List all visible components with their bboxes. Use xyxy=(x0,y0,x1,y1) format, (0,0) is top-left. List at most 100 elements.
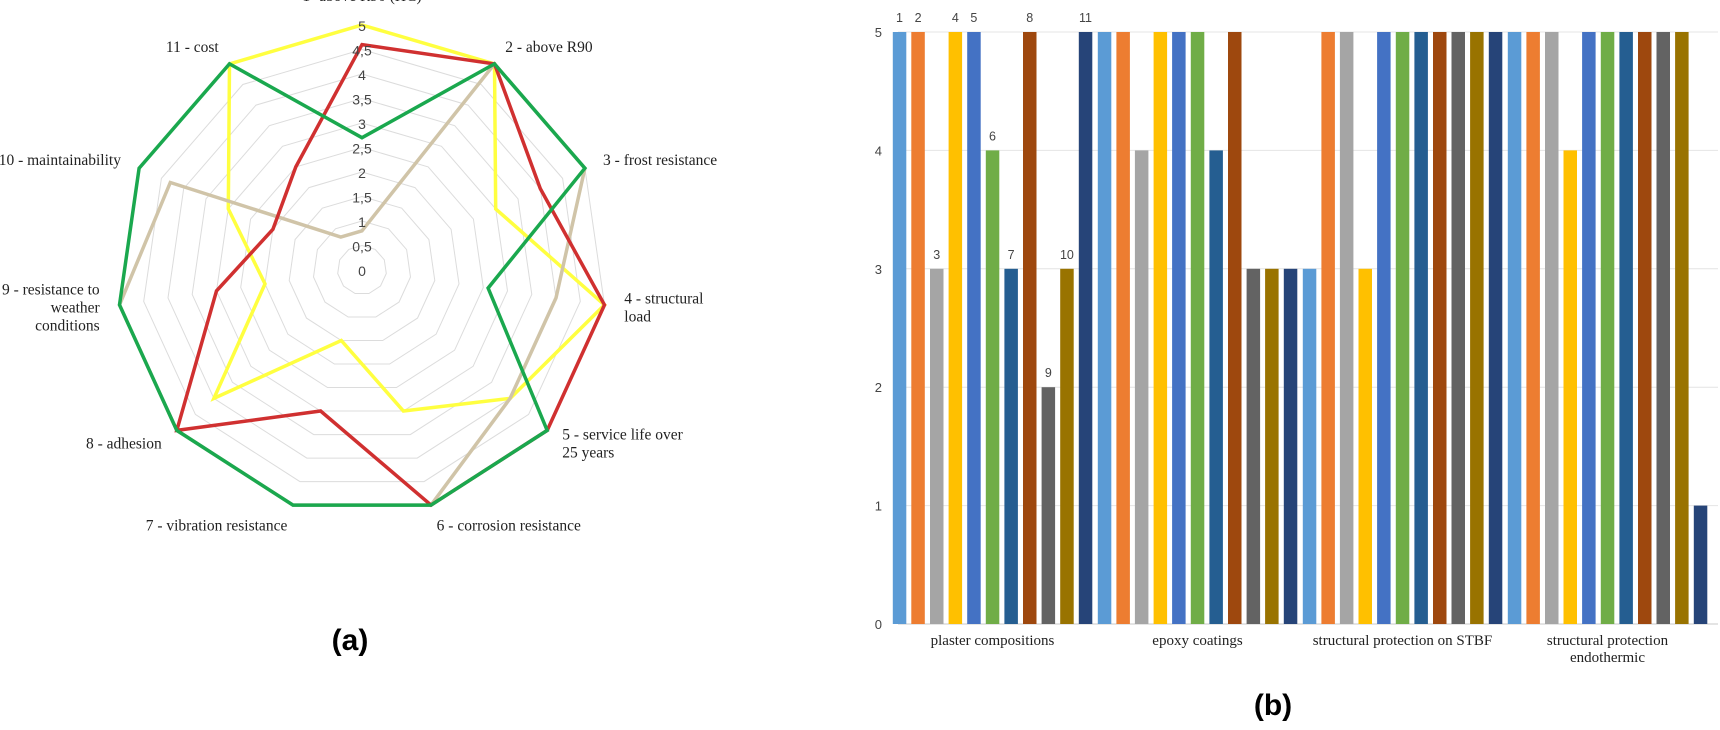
radar-grid-ring xyxy=(337,244,387,294)
y-tick-label: 4 xyxy=(875,143,882,158)
radar-axis-label-line: conditions xyxy=(35,318,100,335)
bar xyxy=(1451,32,1465,624)
radar-tick-label: 5 xyxy=(358,18,366,34)
y-tick-label: 5 xyxy=(875,25,882,40)
bar xyxy=(1619,32,1633,624)
bar-data-label: 4 xyxy=(952,11,959,25)
y-tick-label: 0 xyxy=(875,617,882,632)
radar-axis-label: 1- above R90 (HC) xyxy=(302,0,421,5)
bar xyxy=(1172,32,1186,624)
bar-data-label: 10 xyxy=(1060,248,1074,262)
radar-tick-label: 3 xyxy=(358,116,366,132)
radar-grid-ring xyxy=(288,195,436,341)
bar xyxy=(1116,32,1130,624)
radar-axis-label-line: 1- above R90 (HC) xyxy=(302,0,421,5)
radar-chart: 0 0,5 1 1,5 2 2,5 3 3,5 4 4,5 5 1- above R90 (HC) 2 … xyxy=(0,0,717,657)
bar xyxy=(1190,32,1205,624)
bar xyxy=(1433,32,1447,624)
bar xyxy=(1041,387,1056,624)
bar xyxy=(1656,32,1670,624)
radar-axis-label: 2 - above R90 xyxy=(505,39,593,56)
radar-ticks: 0 0,5 1 1,5 2 2,5 3 3,5 4 4,5 5 xyxy=(352,18,372,279)
radar-axis-label-line: weather xyxy=(51,300,101,317)
radar-axis-label: 10 - maintainability xyxy=(0,152,121,169)
radar-axis-labels: 1- above R90 (HC) 2 - above R90 3 - frost … xyxy=(0,0,717,534)
radar-axis-label-line: 5 - service life over xyxy=(562,427,683,444)
radar-series-line xyxy=(210,23,608,413)
bar-data-label: 3 xyxy=(933,248,940,262)
bar xyxy=(1693,505,1708,624)
radar-tick-label: 2 xyxy=(358,165,366,181)
bar-data-label: 2 xyxy=(915,11,922,25)
radar-grid-ring xyxy=(167,73,557,459)
panel-label-a: (a) xyxy=(332,624,369,657)
bar xyxy=(1134,150,1149,624)
bar xyxy=(1358,268,1372,624)
radar-tick-label: 1 xyxy=(358,214,366,230)
bar xyxy=(1004,268,1018,624)
bar xyxy=(1339,32,1354,624)
bar-data-label: 6 xyxy=(989,129,996,143)
bar xyxy=(1321,32,1335,624)
bar xyxy=(892,32,907,624)
radar-axis-label: 9 - resistance to weather conditions xyxy=(2,282,101,335)
bar-data-label: 8 xyxy=(1026,11,1033,25)
bar xyxy=(1209,150,1223,624)
radar-axis-label-line: 9 - resistance to xyxy=(2,282,100,299)
bar xyxy=(1414,32,1428,624)
radar-axis-label-line: 25 years xyxy=(562,445,614,462)
y-tick-label: 2 xyxy=(875,380,882,395)
bar xyxy=(1377,32,1391,624)
bar xyxy=(1060,268,1074,624)
bar-data-label: 11 xyxy=(1079,11,1092,25)
radar-axis-label-line: 10 - maintainability xyxy=(0,152,121,169)
x-category-label: structural protection endothermic xyxy=(1547,633,1669,666)
bar xyxy=(1507,32,1522,624)
radar-axis-label: 8 - adhesion xyxy=(86,436,162,453)
radar-tick-label: 0,5 xyxy=(352,239,372,255)
radar-tick-label: 2,5 xyxy=(352,141,372,157)
radar-axis-label-line: 2 - above R90 xyxy=(505,39,593,56)
x-category-label: epoxy coatings xyxy=(1152,633,1243,649)
bar xyxy=(1153,32,1168,624)
x-category-label: plaster compositions xyxy=(931,633,1055,649)
radar-tick-label: 4 xyxy=(358,67,366,83)
bar xyxy=(930,268,944,624)
radar-axis-label-line: 11 - cost xyxy=(166,39,219,56)
bar xyxy=(1265,268,1279,624)
bar xyxy=(1097,32,1112,624)
x-category-label: structural protection on STBF xyxy=(1313,633,1493,649)
x-category-label-line: structural protection xyxy=(1547,633,1669,649)
radar-axis-label: 11 - cost xyxy=(166,39,219,56)
radar-grid-ring xyxy=(143,48,581,483)
y-tick-label: 1 xyxy=(875,499,882,514)
bar-data-label: 1 xyxy=(896,11,903,25)
bar xyxy=(1526,32,1540,624)
bar-data-label: 9 xyxy=(1045,366,1052,380)
bar xyxy=(1600,32,1615,624)
x-category-label-line: epoxy coatings xyxy=(1152,633,1243,649)
bar xyxy=(1302,268,1317,624)
bar xyxy=(1246,268,1261,624)
bar xyxy=(1545,32,1559,624)
radar-axis-label: 6 - corrosion resistance xyxy=(437,517,581,534)
y-tick-label: 3 xyxy=(875,262,882,277)
radar-tick-label: 0 xyxy=(358,263,366,279)
radar-axis-label: 4 - structural load xyxy=(624,291,703,326)
radar-tick-label: 1,5 xyxy=(352,190,372,206)
bar xyxy=(1563,150,1577,624)
x-category-label-line: plaster compositions xyxy=(931,633,1055,649)
bar-series: 1 2 3 4 5 6 7 8 9 10 11 xyxy=(892,11,1708,624)
radar-axis-label-line: load xyxy=(624,309,651,326)
bar-data-label: 7 xyxy=(1008,248,1015,262)
bar xyxy=(1078,32,1093,624)
radar-tick-label: 4,5 xyxy=(352,43,372,59)
radar-tick-label: 3,5 xyxy=(352,92,372,108)
bar xyxy=(985,150,1000,624)
bar xyxy=(1675,32,1689,624)
bar xyxy=(1023,32,1037,624)
radar-series-line xyxy=(174,42,607,508)
radar-axis-label-line: 3 - frost resistance xyxy=(603,152,717,169)
